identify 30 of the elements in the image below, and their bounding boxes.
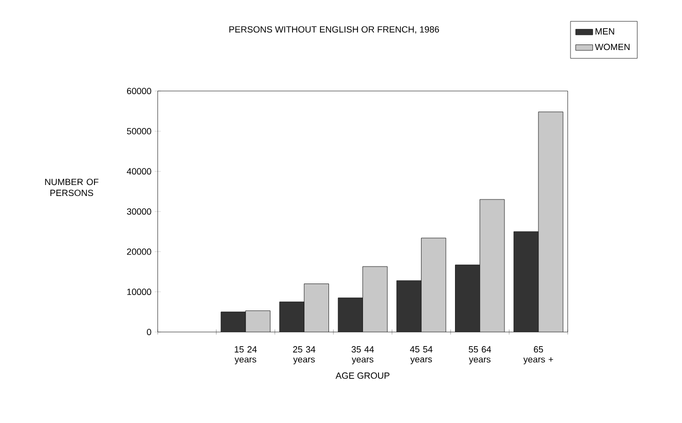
y-axis-title: NUMBER OF PERSONS	[45, 178, 98, 196]
legend-label: WOMEN	[594, 44, 630, 50]
legend-label: MEN	[596, 28, 614, 34]
y-tick-label: 20000	[127, 248, 152, 255]
x-tick-label: 15 24 years	[234, 346, 257, 364]
y-tick-label: 40000	[126, 168, 152, 175]
bar	[538, 112, 564, 332]
x-axis-title: AGE GROUP	[336, 372, 390, 379]
bar	[455, 264, 480, 332]
x-tick-label: 45 54 years	[410, 346, 432, 364]
x-tick-label: 35 44 years	[352, 346, 374, 364]
x-tick-label: 25 34 years	[293, 346, 316, 364]
y-tick-label: 10000	[127, 288, 152, 296]
bar	[304, 284, 329, 332]
bar	[480, 199, 504, 332]
x-tick-label: 55 64 years	[468, 346, 492, 364]
y-tick-label: 60000	[127, 88, 152, 94]
bar	[280, 302, 304, 332]
chart-title: PERSONS WITHOUT ENGLISH OR FRENCH, 1986	[229, 26, 439, 34]
y-tick-label: 30000	[126, 208, 152, 215]
x-tick-label: 65 years +	[523, 346, 554, 364]
bar	[514, 231, 539, 332]
bar	[396, 280, 422, 332]
bar	[220, 312, 246, 332]
y-tick-label: 50000	[126, 128, 152, 134]
bar	[421, 238, 446, 332]
bar	[362, 266, 388, 332]
bar	[246, 310, 270, 332]
y-tick-label: 0	[146, 328, 152, 336]
bar	[338, 298, 363, 332]
